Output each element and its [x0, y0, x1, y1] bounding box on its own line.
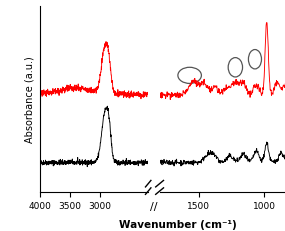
Y-axis label: Absorbance (a.u.): Absorbance (a.u.): [24, 56, 34, 143]
Text: //: //: [150, 201, 157, 211]
Text: Wavenumber (cm⁻¹): Wavenumber (cm⁻¹): [119, 219, 237, 229]
Legend: PB precursor, PB-PPy-III: PB precursor, PB-PPy-III: [192, 11, 269, 39]
